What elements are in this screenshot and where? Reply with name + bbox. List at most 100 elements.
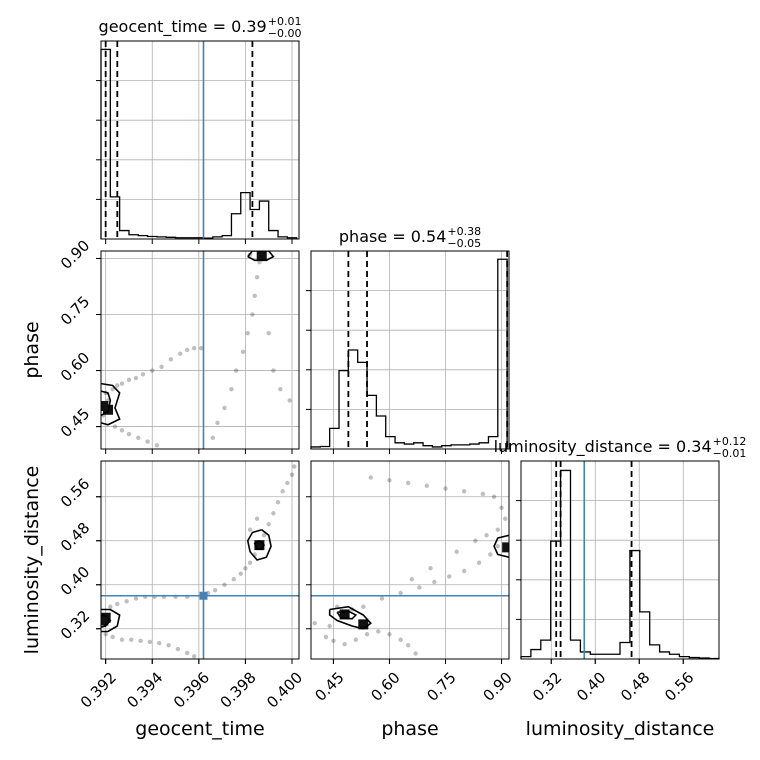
panel-phase-vs-luminosity-distance-sample-point xyxy=(461,568,467,574)
xaxis-geocent-time-xtick-label: 0.392 xyxy=(77,669,120,712)
panel-geocent-time-vs-luminosity-distance-sample-point xyxy=(124,599,129,604)
panel-geocent-time-vs-luminosity-distance-sample-point xyxy=(275,500,281,505)
panel-geocent-time-vs-luminosity-distance-sample-point xyxy=(292,464,297,469)
xaxis-luminosity-distance-xtick-label: 0.48 xyxy=(617,669,653,705)
panel-phase-vs-luminosity-distance-sample-point xyxy=(503,516,508,521)
panel-phase-vs-luminosity-distance-sample-point xyxy=(331,638,336,644)
panel-geocent-time-vs-phase-sample-point xyxy=(250,312,255,317)
panel-phase-vs-luminosity-distance-sample-point xyxy=(312,621,317,626)
panel-phase-vs-luminosity-distance-sample-point xyxy=(405,643,411,648)
panel-phase-vs-luminosity-distance-contour xyxy=(336,610,358,620)
panel-geocent-time-vs-phase-sample-point xyxy=(159,364,164,370)
panel-geocent-time-vs-phase-sample-point xyxy=(119,428,125,433)
yaxis-luminosity-distance-ytick-label: 0.40 xyxy=(57,563,93,599)
hist-geocent-time-title-minus: −0.00 xyxy=(268,27,302,40)
panel-geocent-time-vs-phase-sample-point xyxy=(115,383,120,388)
panel-geocent-time-vs-phase-sample-point xyxy=(191,345,197,351)
xaxis-phase-xtick-label: 0.60 xyxy=(367,669,403,705)
panel-phase-vs-luminosity-distance-density-peak xyxy=(358,619,369,630)
panel-geocent-time-vs-luminosity-distance-sample-point xyxy=(108,604,113,609)
hist-geocent-time-title: geocent_time = 0.39 xyxy=(99,17,267,37)
panel-phase-vs-luminosity-distance-sample-point xyxy=(495,544,500,549)
panel-geocent-time-vs-phase-sample-point xyxy=(154,443,160,448)
panel-geocent-time-vs-phase-sample-point xyxy=(140,372,146,377)
panel-geocent-time-vs-luminosity-distance-sample-point xyxy=(138,638,143,644)
panel-phase-vs-luminosity-distance-content xyxy=(312,475,509,656)
xaxis-geocent-time-xtick-label: 0.394 xyxy=(123,669,166,712)
hist-luminosity-distance-frame xyxy=(520,460,720,660)
panel-phase-vs-luminosity-distance-sample-point xyxy=(461,489,467,494)
panel-geocent-time-vs-luminosity-distance-density-peak xyxy=(254,540,265,551)
panel-geocent-time-vs-luminosity-distance-sample-point xyxy=(289,472,295,477)
panel-geocent-time-vs-luminosity-distance-contour xyxy=(101,614,112,628)
panel-phase-vs-luminosity-distance-sample-point xyxy=(432,579,437,585)
hist-phase-title-text: phase = 0.54 xyxy=(339,227,446,246)
panel-geocent-time-vs-phase-sample-point xyxy=(184,347,190,353)
panel-geocent-time-vs-luminosity-distance-density-peak xyxy=(101,612,111,623)
hist-geocent-time-title-plus: +0.01 xyxy=(268,15,302,28)
xaxis-label-luminosity-distance: luminosity_distance xyxy=(526,718,715,740)
panel-geocent-time-vs-luminosity-distance-sample-point xyxy=(129,637,134,642)
panel-geocent-time-vs-luminosity-distance-sample-point xyxy=(166,643,171,648)
xaxis-geocent-time-xtick-label: 0.400 xyxy=(263,669,306,712)
panel-geocent-time-vs-phase-sample-point xyxy=(145,439,150,444)
panel-geocent-time-vs-luminosity-distance-sample-point xyxy=(133,596,139,601)
panel-phase-vs-luminosity-distance-contour xyxy=(493,534,509,559)
panel-geocent-time-vs-phase-contour xyxy=(101,382,121,426)
panel-phase-vs-luminosity-distance-sample-point xyxy=(398,637,403,642)
panel-geocent-time-vs-phase-sample-point xyxy=(178,351,183,356)
hist-geocent-time-frame xyxy=(100,40,300,240)
xaxis-luminosity-distance-xtick-label: 0.40 xyxy=(573,669,609,705)
panel-phase-vs-luminosity-distance-grid xyxy=(311,461,509,659)
panel-geocent-time-vs-phase-sample-point xyxy=(119,381,125,386)
panel-geocent-time-vs-luminosity-distance-sample-point xyxy=(280,489,285,494)
panel-geocent-time-vs-luminosity-distance-content xyxy=(101,464,297,659)
hist-phase-grid xyxy=(311,251,509,449)
panel-geocent-time-vs-luminosity-distance-sample-point xyxy=(247,560,253,565)
panel-geocent-time-vs-luminosity-distance-sample-point xyxy=(285,480,290,486)
xaxis-geocent-time-xtick-label: 0.398 xyxy=(217,669,260,712)
panel-geocent-time-vs-phase-sample-point xyxy=(136,435,141,440)
panel-phase-vs-luminosity-distance-sample-point xyxy=(495,527,500,532)
panel-geocent-time-vs-phase-sample-point xyxy=(266,330,271,336)
hist-luminosity-distance-title-minus: −0.01 xyxy=(713,447,747,460)
panel-geocent-time-vs-phase-sample-point xyxy=(133,375,139,381)
xaxis-phase-xtick-label: 0.45 xyxy=(311,669,347,705)
panel-geocent-time-vs-luminosity-distance-sample-point xyxy=(110,634,115,640)
panel-geocent-time-vs-phase-sample-point xyxy=(271,368,276,373)
panel-geocent-time-vs-luminosity-distance-sample-point xyxy=(231,577,236,582)
panel-geocent-time-vs-luminosity-distance-grid xyxy=(101,461,299,659)
panel-geocent-time-vs-luminosity-distance-truth-marker xyxy=(199,591,208,600)
yaxis-label-phase: phase xyxy=(21,321,43,378)
panel-geocent-time-vs-phase-sample-point xyxy=(126,431,132,437)
panel-geocent-time-vs-phase-sample-point xyxy=(126,377,132,383)
panel-geocent-time-vs-luminosity-distance-sample-point xyxy=(271,511,276,516)
panel-geocent-time-vs-phase-contour xyxy=(247,251,275,262)
panel-phase-vs-luminosity-distance-sample-point xyxy=(473,538,478,543)
panel-phase-vs-luminosity-distance-sample-point xyxy=(327,623,332,629)
panel-geocent-time-vs-luminosity-distance-sample-point xyxy=(212,588,218,593)
panel-geocent-time-vs-luminosity-distance-sample-point xyxy=(243,566,248,571)
panel-geocent-time-vs-phase-grid xyxy=(101,251,299,449)
xaxis-label-geocent-time: geocent_time xyxy=(135,718,264,740)
panel-phase-vs-luminosity-distance-sample-point xyxy=(364,632,370,637)
panel-phase-vs-luminosity-distance-contour xyxy=(328,605,372,630)
panel-phase-vs-luminosity-distance-sample-point xyxy=(480,491,486,497)
panel-geocent-time-vs-phase-sample-point xyxy=(254,274,260,280)
xaxis-phase-xtick-label: 0.75 xyxy=(423,669,459,705)
yaxis-phase-ytick-label: 0.90 xyxy=(57,236,93,272)
panel-geocent-time-vs-phase-frame xyxy=(100,250,300,450)
yaxis-luminosity-distance-ytick-label: 0.56 xyxy=(57,475,93,511)
panel-geocent-time-vs-luminosity-distance-sample-point xyxy=(247,527,253,532)
panel-phase-vs-luminosity-distance-sample-point xyxy=(398,590,403,596)
panel-phase-vs-luminosity-distance-density-peak xyxy=(502,542,509,553)
panel-phase-vs-luminosity-distance-sample-point xyxy=(484,533,489,538)
hist-phase-title: phase = 0.54 xyxy=(339,227,446,246)
panel-phase-vs-luminosity-distance-sample-point xyxy=(387,632,392,637)
panel-phase-vs-luminosity-distance-sample-point xyxy=(342,641,347,647)
hist-phase-title-minus: −0.05 xyxy=(447,237,481,250)
hist-luminosity-distance-step xyxy=(520,469,720,660)
panel-geocent-time-vs-phase-sample-point xyxy=(252,293,257,299)
hist-phase-frame xyxy=(310,250,510,450)
panel-phase-vs-luminosity-distance-sample-point xyxy=(405,480,411,486)
